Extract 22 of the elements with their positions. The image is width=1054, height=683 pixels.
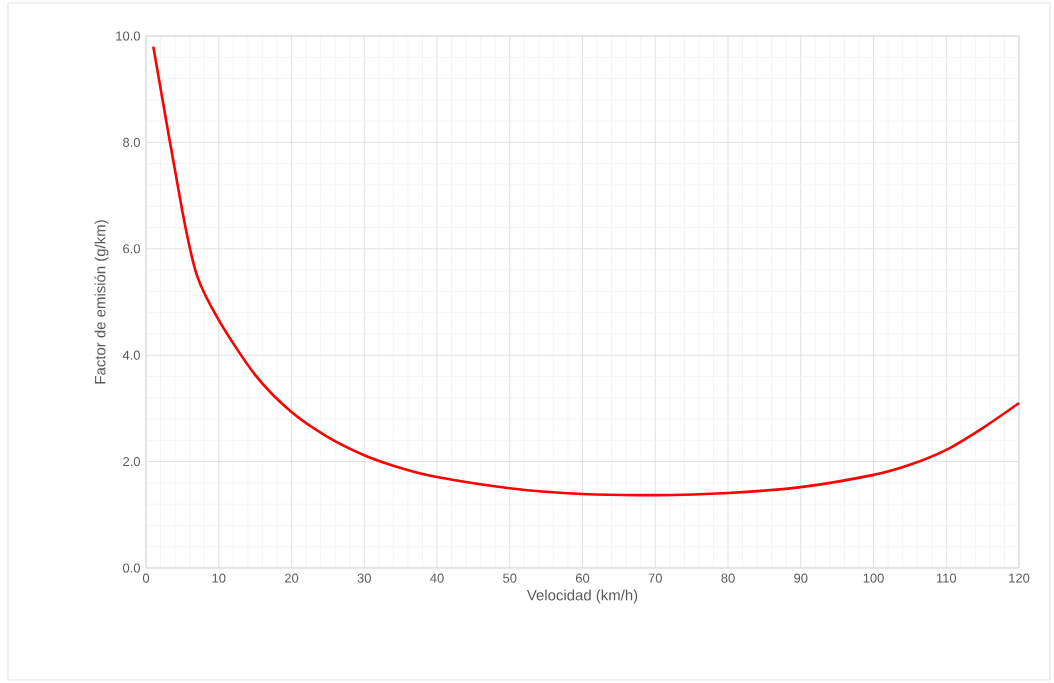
y-tick-label: 4.0	[122, 350, 140, 360]
line-series	[151, 45, 1021, 497]
y-axis-title: Factor de emisión (g/km)	[94, 220, 109, 384]
x-axis-title: Velocidad (km/h)	[526, 589, 638, 604]
x-tick-label: 10	[212, 573, 226, 583]
x-tick-label: 30	[357, 573, 371, 583]
x-tick-label: 80	[721, 573, 735, 583]
x-tick-label: 100	[863, 573, 884, 583]
x-tick-label: 40	[430, 573, 444, 583]
y-tick-label: 10.0	[116, 31, 140, 41]
x-tick-label: 60	[575, 573, 590, 583]
x-tick-label: 0	[142, 573, 150, 583]
x-tick-label: 20	[284, 573, 299, 583]
x-tick-label: 50	[503, 573, 517, 583]
x-tick-label: 70	[648, 573, 662, 583]
x-tick-label: 90	[794, 573, 808, 583]
x-tick-label: 120	[1009, 573, 1030, 583]
y-tick-label: 8.0	[123, 137, 140, 147]
y-tick-label: 0.0	[122, 563, 140, 573]
y-tick-label: 6.0	[123, 244, 140, 254]
x-tick-label: 110	[936, 573, 957, 583]
y-tick-label: 2.0	[123, 457, 140, 467]
